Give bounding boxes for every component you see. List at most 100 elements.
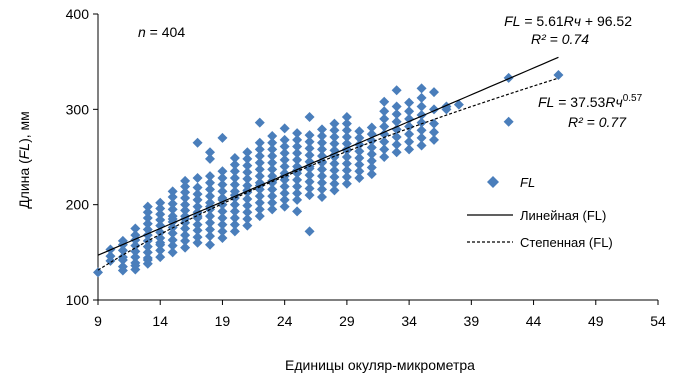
data-point [205,211,215,222]
data-point [254,171,265,182]
data-point [155,209,166,220]
data-point [317,131,327,142]
data-point [167,228,178,239]
linear-equation: FL = 5.61Rч + 96.52 [504,13,632,29]
data-point [267,164,278,175]
data-point [242,160,253,171]
data-point [429,87,439,98]
data-point [192,189,203,200]
data-point [142,218,153,229]
x-tick-label: 44 [526,313,542,329]
data-point [292,194,303,205]
data-point [292,134,303,145]
legend-item-fl: FL [487,175,535,190]
data-point [341,131,352,142]
data-point [242,200,253,211]
data-point [229,206,240,217]
data-point [180,187,191,198]
data-point [142,213,153,224]
data-point [267,144,278,155]
data-point [180,230,191,241]
data-point [142,247,153,258]
data-point [404,144,415,155]
data-point [267,151,278,162]
data-point [317,164,327,175]
data-point [379,144,390,155]
data-point [180,235,191,246]
x-axis-title: Единицы окуляр-микрометра [285,357,475,373]
y-tick-label: 200 [66,197,90,213]
trend-lines [97,56,559,271]
data-point [379,152,390,162]
data-point [217,186,228,197]
data-point [167,204,178,215]
data-point [329,131,340,142]
data-point [254,144,265,155]
legend-item-linear: Линейная (FL) [467,208,606,223]
data-point [254,157,265,168]
x-tick-label: 29 [339,313,355,329]
data-point [254,137,265,148]
x-tick-label: 49 [588,313,604,329]
legend-label-power: Степенная (FL) [520,235,613,250]
x-tick-label: 9 [94,313,102,329]
data-point [453,99,464,110]
data-point [317,144,327,155]
data-point [180,181,191,192]
data-point [317,171,327,182]
data-point [391,131,402,142]
data-point [217,132,228,143]
data-point [379,113,390,124]
data-point [292,206,303,217]
data-point [142,201,153,212]
data-point [503,72,514,83]
data-point [354,152,365,163]
data-point [329,172,340,183]
data-point [341,118,352,129]
data-point [242,153,253,164]
data-point [229,152,240,163]
data-point [217,179,228,190]
data-point [192,137,203,148]
data-point [167,186,178,197]
data-point [304,183,315,194]
data-point [205,224,215,235]
data-point [354,159,365,170]
data-point [341,165,352,176]
data-point [341,172,352,183]
data-point [155,197,166,208]
data-point [205,171,215,182]
data-point [242,147,253,158]
data-point [279,188,290,199]
y-tick-label: 400 [66,6,90,22]
data-point [205,217,215,228]
x-tick-label: 24 [277,313,293,329]
data-point [167,247,178,258]
x-tick-label: 19 [215,313,231,329]
data-point [279,181,290,192]
data-point [229,226,240,237]
data-point [180,223,191,234]
data-point [329,138,340,149]
data-point [317,151,327,162]
data-point [267,184,278,195]
data-point [292,181,303,192]
data-point [93,267,103,278]
data-point [391,139,402,150]
data-point [341,152,352,162]
data-point [379,106,390,117]
data-point [304,130,315,141]
x-tick-label: 39 [464,313,480,329]
data-point [354,132,365,143]
data-point [391,116,402,127]
data-point [329,185,340,196]
data-point [130,240,141,251]
data-points [93,70,564,278]
legend-item-power: Степенная (FL) [467,235,613,250]
data-point [279,141,290,152]
data-point [205,191,215,202]
data-point [142,241,153,252]
data-point [142,207,153,218]
data-point [254,151,265,162]
data-point [317,184,327,195]
